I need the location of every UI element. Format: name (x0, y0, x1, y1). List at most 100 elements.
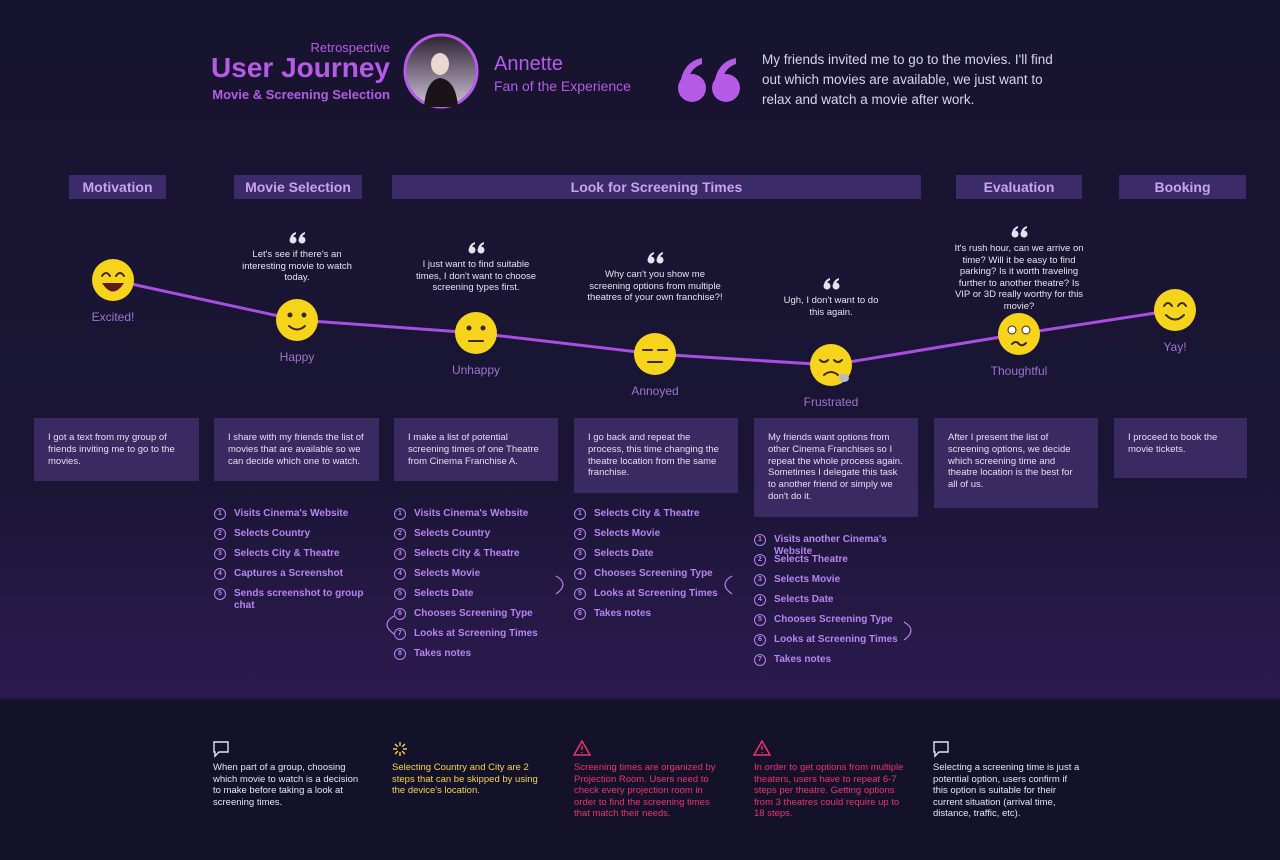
step-text: Selects Movie (594, 528, 661, 539)
step: 6 Chooses Screening Type (394, 608, 558, 620)
step-text: Selects Date (414, 588, 474, 599)
phase-label: Evaluation (956, 175, 1082, 199)
stage-description: I proceed to book the movie tickets. (1114, 418, 1247, 478)
emotion-label: Annoyed (631, 384, 679, 398)
step-number: 4 (574, 568, 586, 580)
step-text: Sends screenshot to group chat (234, 588, 364, 611)
persona-quote: My friends invited me to go to the movie… (762, 52, 1053, 107)
idea-ray (401, 750, 406, 755)
step-text: Selects Country (414, 528, 491, 539)
step: 1 Selects City & Theatre (574, 508, 738, 520)
step-text: Selects Date (774, 594, 834, 605)
eye (301, 312, 307, 318)
phase-label: Look for Screening Times (392, 175, 921, 199)
step-text: Selects Movie (774, 574, 841, 585)
step-text: Selects City & Theatre (594, 508, 700, 519)
quote-tail (1021, 226, 1027, 234)
step-number: 4 (754, 594, 766, 606)
step-number: 2 (394, 528, 406, 540)
insight-text: Selecting Country and City are 2 steps t… (392, 762, 538, 796)
phase-label: Motivation (69, 175, 166, 199)
quote-icon (647, 252, 664, 264)
avatar (403, 33, 479, 109)
quote-tail (648, 252, 654, 260)
quote-mark (678, 58, 740, 102)
step-text: Visits Cinema's Website (414, 508, 529, 519)
step-number: 3 (754, 574, 766, 586)
quote-icon (1011, 226, 1028, 238)
emoji-face (810, 344, 852, 386)
stage-quote: Let's see if there's an interesting movi… (242, 249, 352, 283)
step: 7 Takes notes (754, 654, 918, 666)
step-number: 1 (574, 508, 586, 520)
emotion-label: Yay! (1163, 340, 1187, 354)
step-number: 1 (214, 508, 226, 520)
step-number: 2 (574, 528, 586, 540)
step-number: 6 (574, 608, 586, 620)
step-number: 3 (214, 548, 226, 560)
stage-quote: I just want to find suitable times, I do… (415, 259, 537, 293)
insight-text: Screening times are organized by Project… (574, 762, 716, 819)
step-text: Captures a Screenshot (234, 568, 343, 579)
idea-ray (394, 743, 399, 748)
step: 3 Selects Movie (754, 574, 918, 586)
step: 6 Looks at Screening Times (754, 634, 918, 646)
quote-tail (469, 242, 475, 250)
step: 4 Selects Movie (394, 568, 558, 580)
step-text: Chooses Screening Type (774, 614, 893, 625)
face (634, 333, 676, 375)
insight-text: When part of a group, choosing which mov… (213, 762, 359, 808)
step-number: 1 (394, 508, 406, 520)
step: 5 Chooses Screening Type (754, 614, 918, 626)
emoji-face (1154, 289, 1196, 331)
step-number: 3 (574, 548, 586, 560)
step-text: Visits another Cinema's Website (774, 534, 887, 557)
step: 6 Takes notes (574, 608, 738, 620)
step-text: Selects City & Theatre (234, 548, 340, 559)
step: 2 Selects Theatre (754, 554, 918, 566)
emotion-label: Thoughtful (990, 364, 1048, 378)
step-text: Looks at Screening Times (594, 588, 718, 599)
emotion-label: Frustrated (803, 395, 859, 409)
subtitle: Movie & Screening Selection (212, 87, 390, 102)
phase-label: Movie Selection (234, 175, 362, 199)
swap-arrow (386, 615, 395, 635)
step-text: Takes notes (414, 648, 472, 659)
step: 3 Selects City & Theatre (214, 548, 379, 560)
warning-icon (572, 739, 592, 756)
emotion-label: Excited! (91, 310, 135, 324)
quote-icon (289, 232, 306, 244)
face (92, 259, 134, 301)
emoji-face (998, 313, 1040, 355)
emoji-face (455, 312, 497, 354)
face (998, 313, 1040, 355)
step-number: 2 (214, 528, 226, 540)
warning-icon (752, 739, 772, 756)
mouth (823, 371, 839, 376)
step-number: 1 (754, 534, 766, 546)
quote-icon (823, 278, 840, 290)
emoji-face (92, 259, 134, 301)
mouth (288, 325, 306, 331)
step-number: 3 (394, 548, 406, 560)
eye (101, 272, 125, 277)
persona-role: Fan of the Experience (494, 78, 631, 94)
kicker: Retrospective (310, 40, 390, 55)
step-number: 5 (214, 588, 226, 600)
step-text: Selects Date (594, 548, 654, 559)
step-number: 6 (394, 608, 406, 620)
step-text: Looks at Screening Times (774, 634, 898, 645)
stage-quote: It's rush hour, can we arrive on time? W… (954, 243, 1084, 312)
step: 3 Selects City & Theatre (394, 548, 558, 560)
quote-tail (478, 242, 484, 250)
eye (480, 325, 486, 331)
quote-tail (824, 278, 830, 286)
face (1154, 289, 1196, 331)
quote-tail (833, 278, 839, 286)
step: 3 Selects Date (574, 548, 738, 560)
stage-description: I share with my friends the list of movi… (214, 418, 379, 482)
stage-description: My friends want options from other Cinem… (754, 418, 918, 517)
eye (287, 312, 293, 318)
eye (1021, 325, 1031, 335)
